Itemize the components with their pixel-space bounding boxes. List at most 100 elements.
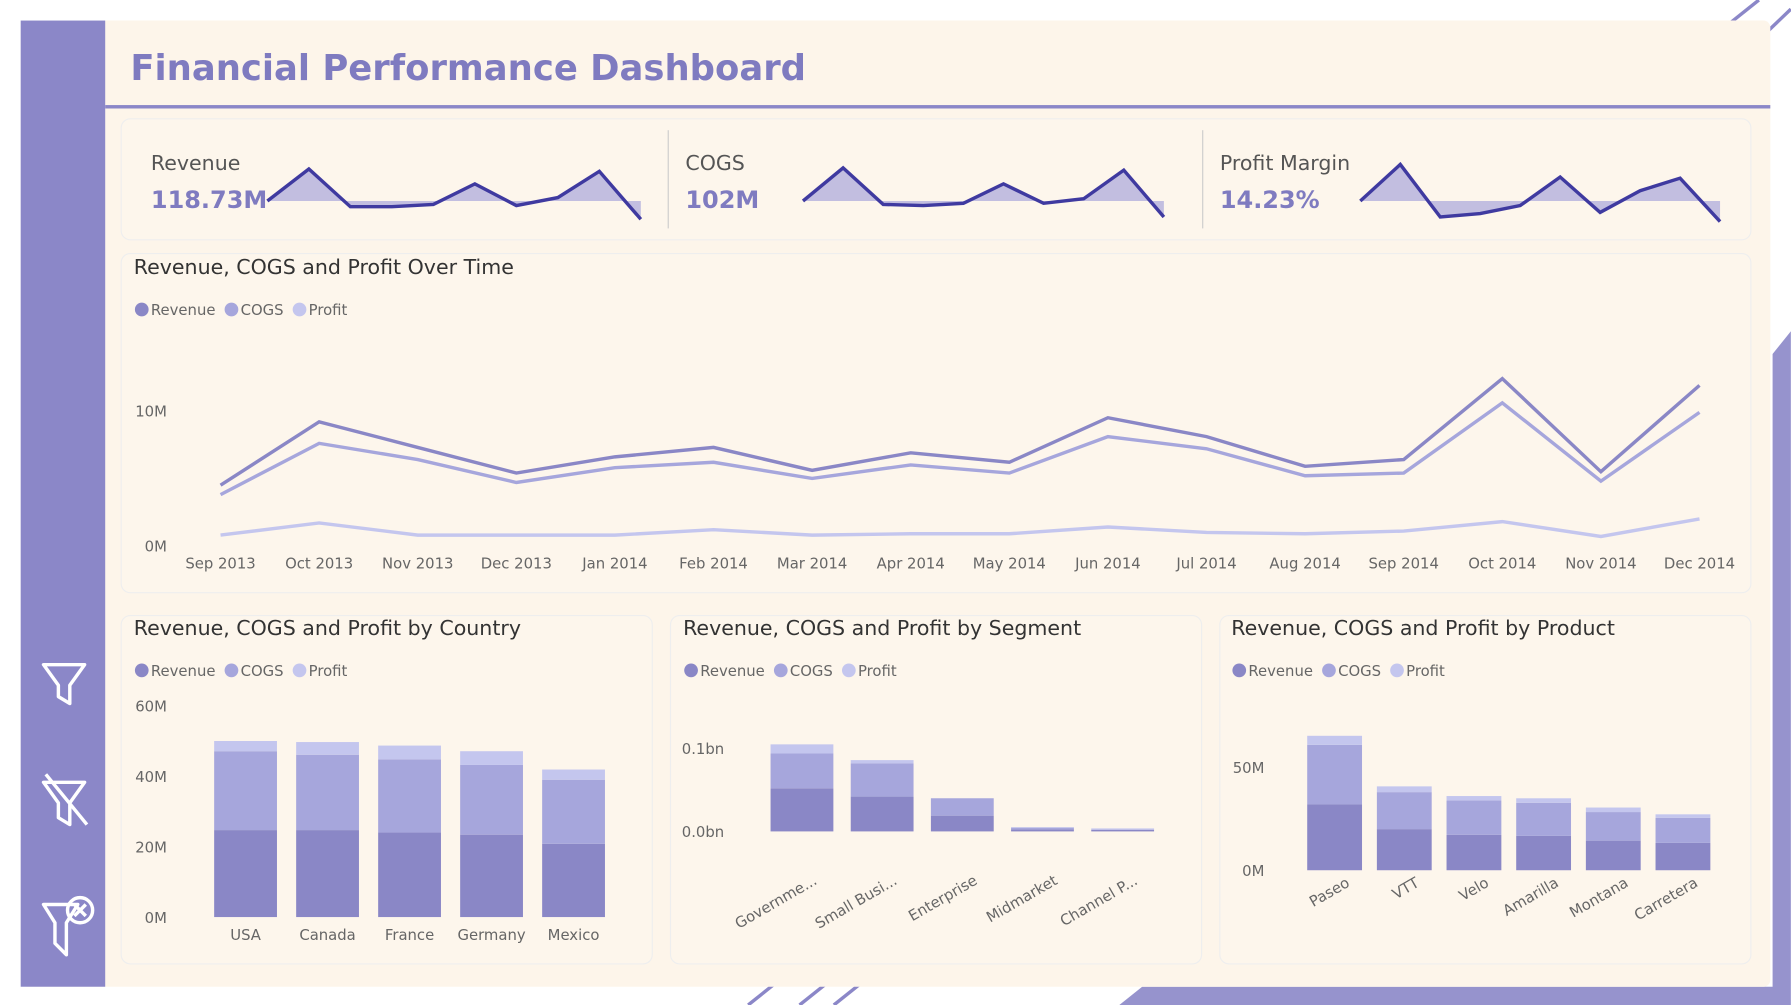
x-tick-label: Apr 2014	[877, 556, 945, 573]
reset-filter-badge	[65, 895, 95, 925]
bar-segment	[1091, 828, 1155, 830]
bar-segment	[296, 830, 359, 918]
kpi-value: 14.23%	[1220, 186, 1320, 214]
bar-segment	[1655, 842, 1711, 871]
legend-marker	[684, 663, 698, 678]
bar-segment	[1585, 812, 1641, 841]
kpi-label: Profit Margin	[1220, 151, 1350, 175]
bar-segment	[770, 753, 834, 789]
x-tick-label: Aug 2014	[1269, 556, 1340, 573]
bar-segment	[542, 779, 605, 844]
series-line	[219, 376, 1701, 487]
legend-marker	[292, 302, 307, 317]
legend-label: Revenue	[700, 663, 765, 680]
kpi-label: Revenue	[151, 151, 240, 175]
x-tick-label: Dec 2013	[481, 556, 552, 573]
y-tick-label: 0M	[1242, 863, 1264, 880]
bar-segment	[770, 788, 834, 832]
bar-segment	[214, 751, 277, 831]
chart-title: Revenue, COGS and Profit by Country	[134, 616, 521, 640]
bar-segment	[1011, 827, 1074, 830]
sparkline	[1359, 161, 1722, 223]
y-tick-label: 40M	[135, 769, 167, 786]
bar-segment	[850, 796, 914, 832]
bar-segment	[1091, 829, 1155, 832]
chart-title: Revenue, COGS and Profit by Segment	[683, 616, 1081, 640]
dashboard-title: Financial Performance Dashboard	[130, 48, 806, 89]
bar-segment	[542, 769, 605, 780]
x-tick-label: Feb 2014	[679, 556, 748, 573]
legend-marker	[1232, 663, 1247, 678]
bar-segment	[378, 745, 441, 760]
legend-label: Profit	[309, 302, 348, 319]
bar-segment	[460, 751, 523, 765]
legend-label: COGS	[241, 302, 284, 319]
x-tick-label: USA	[230, 927, 262, 944]
x-tick-label: Sep 2013	[185, 556, 255, 573]
bar-segment	[214, 740, 277, 752]
bar-segment	[930, 798, 994, 816]
x-tick-label: Jul 2014	[1175, 556, 1236, 573]
y-tick-label: 10M	[135, 404, 167, 421]
x-tick-label: France	[385, 927, 434, 944]
bar-segment	[1011, 827, 1074, 828]
bar-segment	[378, 832, 441, 918]
clear-filter-icon[interactable]	[41, 773, 89, 827]
legend-marker	[134, 302, 149, 317]
bar-segment	[1376, 792, 1432, 830]
bar-segment	[214, 830, 277, 918]
legend-label: Revenue	[151, 302, 216, 319]
series-line	[219, 400, 1701, 497]
legend-marker	[224, 663, 239, 678]
legend-marker	[134, 663, 149, 678]
sparkline	[801, 165, 1166, 219]
bar-segment	[1516, 798, 1572, 803]
bar-segment	[850, 763, 914, 797]
chart-card	[1219, 614, 1752, 965]
bar-segment	[460, 834, 523, 918]
bar-segment	[1376, 786, 1432, 793]
chart-title: Revenue, COGS and Profit by Product	[1231, 616, 1615, 640]
sparkline	[266, 166, 643, 221]
bar-segment	[1011, 829, 1074, 832]
series-line	[220, 517, 1700, 539]
bar-segment	[296, 754, 359, 831]
kpi-value: 102M	[685, 186, 759, 214]
y-tick-label: 0M	[145, 910, 167, 927]
x-tick-label: Canada	[299, 927, 355, 944]
bar-segment	[1585, 840, 1641, 871]
bar-segment	[1307, 804, 1363, 871]
legend-marker	[1390, 663, 1404, 678]
y-tick-label: 20M	[135, 839, 167, 856]
bar-segment	[378, 759, 441, 833]
reset-filter-icon[interactable]	[41, 902, 80, 957]
y-tick-label: 60M	[135, 698, 167, 715]
legend-label: Profit	[309, 663, 348, 680]
legend-label: COGS	[241, 663, 284, 680]
y-tick-label: 0M	[145, 539, 167, 556]
x-tick-label: Mar 2014	[777, 556, 847, 573]
bar-segment	[770, 744, 834, 754]
y-tick-label: 50M	[1233, 760, 1265, 777]
kpi-value: 118.73M	[151, 186, 267, 214]
kpi-card	[120, 118, 1752, 241]
filter-icon[interactable]	[41, 662, 87, 706]
bar-segment	[542, 843, 605, 918]
x-tick-label: Nov 2013	[382, 556, 453, 573]
bar-segment	[1585, 807, 1641, 813]
bar-segment	[1655, 814, 1711, 818]
x-tick-label: Jan 2014	[581, 556, 647, 573]
bar-segment	[296, 742, 359, 755]
chart-card	[120, 252, 1752, 594]
x-tick-label: Nov 2014	[1565, 556, 1636, 573]
y-tick-label: 0.0bn	[682, 824, 724, 841]
bar-segment	[1446, 834, 1502, 871]
bar-segment	[1655, 817, 1711, 843]
x-tick-label: Germany	[457, 927, 525, 944]
chart-title: Revenue, COGS and Profit Over Time	[134, 255, 514, 279]
bar-segment	[460, 764, 523, 835]
legend-marker	[292, 663, 307, 678]
legend-label: Profit	[1406, 663, 1445, 680]
bar-segment	[1516, 802, 1572, 836]
